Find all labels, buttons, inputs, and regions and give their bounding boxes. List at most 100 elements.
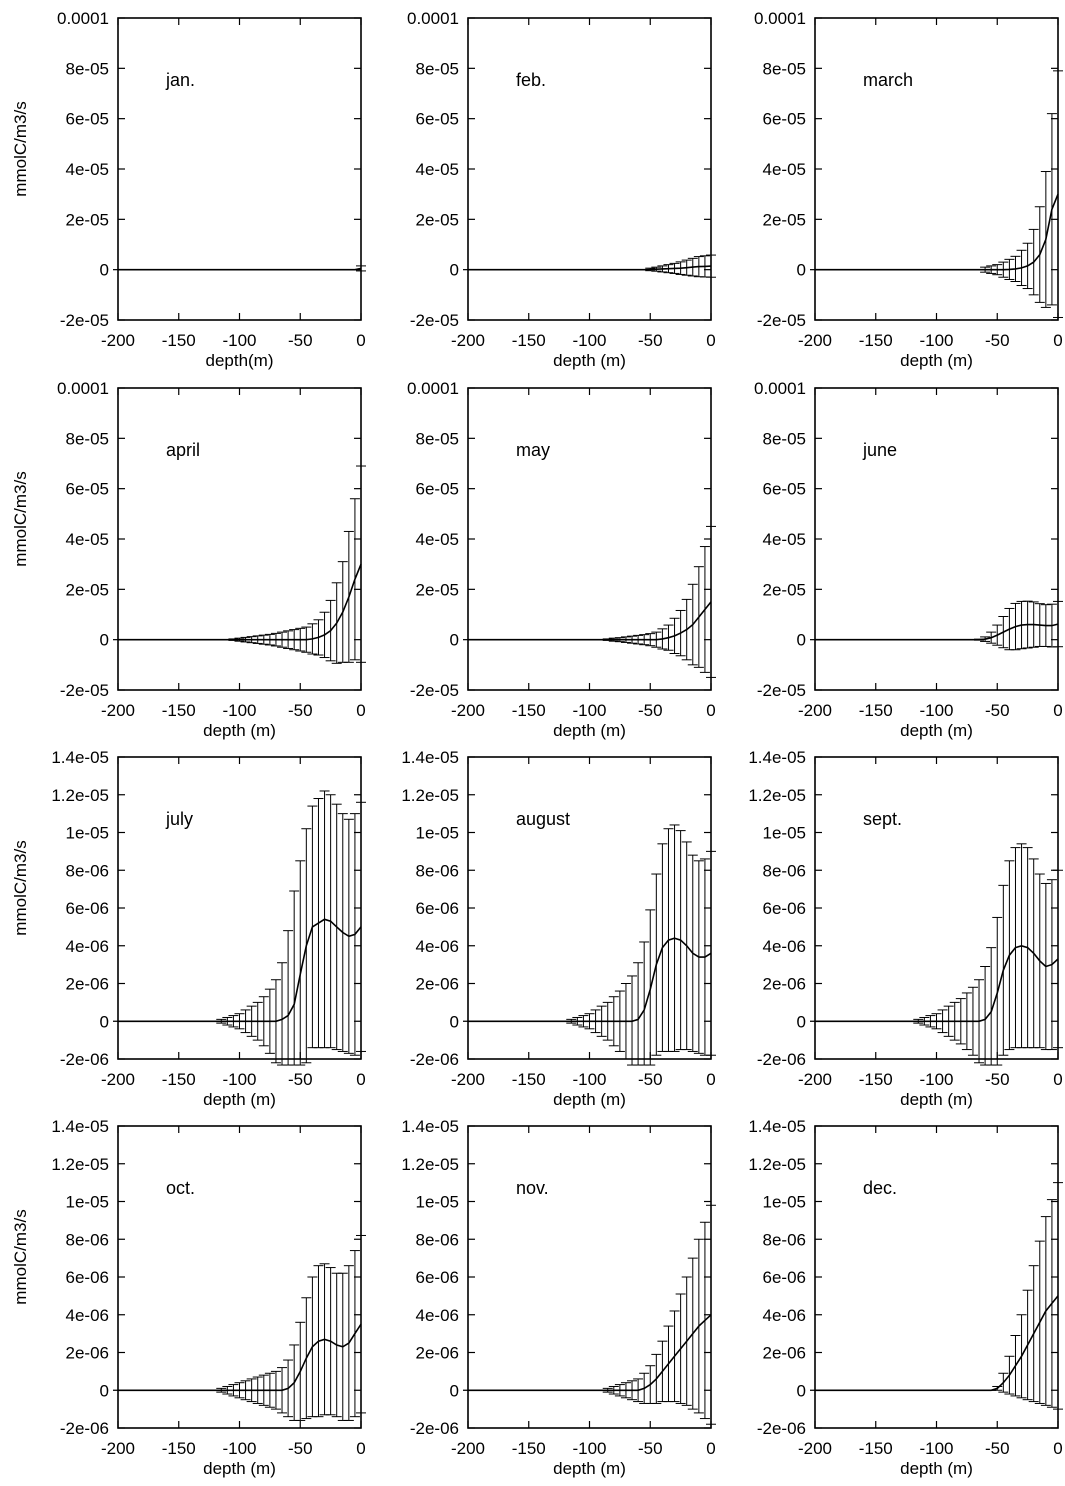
x-tick-label: -150 (512, 1439, 546, 1458)
x-tick-label: -50 (985, 1439, 1010, 1458)
y-tick-label: 8e-06 (763, 1230, 806, 1249)
y-tick-label: 2e-06 (763, 975, 806, 994)
y-tick-label: 6e-05 (416, 480, 459, 499)
series-line (468, 265, 712, 271)
x-tick-label: -50 (638, 331, 663, 350)
x-tick-label: -150 (162, 331, 196, 350)
y-tick-label: 6e-06 (763, 899, 806, 918)
x-tick-label: 0 (706, 331, 715, 350)
x-tick-label: -100 (222, 701, 256, 720)
y-tick-label: 1.4e-05 (748, 1117, 806, 1136)
y-tick-label: -2e-05 (757, 311, 806, 330)
x-axis-title: depth (m) (553, 351, 626, 370)
y-tick-label: 8e-06 (416, 1230, 459, 1249)
y-tick-label: 0 (100, 631, 109, 650)
y-tick-label: 0.0001 (57, 9, 109, 28)
y-tick-label: 1.2e-05 (51, 1155, 109, 1174)
y-tick-label: 0 (797, 631, 806, 650)
y-tick-label: 0 (797, 261, 806, 280)
series-line (118, 918, 362, 1023)
y-tick-label: 0 (797, 1381, 806, 1400)
y-tick-label: 1e-05 (763, 1193, 806, 1212)
y-tick-label: -2e-05 (757, 681, 806, 700)
y-tick-label: 1e-05 (416, 824, 459, 843)
x-tick-label: 0 (356, 331, 365, 350)
x-axis-title: depth (m) (900, 1090, 973, 1109)
y-tick-label: 2e-05 (66, 210, 109, 229)
y-tick-label: 0 (450, 631, 459, 650)
y-tick-label: -2e-05 (60, 681, 109, 700)
y-axis-title: mmolC/m3/s (11, 840, 30, 935)
x-tick-label: -200 (101, 331, 135, 350)
y-tick-label: 2e-05 (416, 210, 459, 229)
y-tick-label: 2e-05 (416, 580, 459, 599)
y-tick-label: 8e-06 (66, 861, 109, 880)
y-tick-label: 8e-05 (763, 59, 806, 78)
y-tick-label: 0 (450, 1381, 459, 1400)
y-tick-label: -2e-06 (410, 1419, 459, 1438)
x-tick-label: -150 (162, 1070, 196, 1089)
y-tick-label: 1.4e-05 (748, 748, 806, 767)
series-line (468, 937, 712, 1023)
series-line (815, 623, 1059, 641)
y-tick-label: 1e-05 (66, 824, 109, 843)
panel-label: feb. (516, 70, 546, 90)
x-tick-label: -100 (572, 1439, 606, 1458)
x-tick-label: -50 (288, 1070, 313, 1089)
y-tick-label: 2e-05 (763, 580, 806, 599)
x-tick-label: -100 (919, 331, 953, 350)
x-tick-label: -50 (638, 701, 663, 720)
x-tick-label: -100 (222, 1070, 256, 1089)
x-tick-label: -50 (288, 1439, 313, 1458)
y-tick-label: 8e-06 (66, 1230, 109, 1249)
y-tick-label: 1e-05 (416, 1193, 459, 1212)
y-tick-label: 1.4e-05 (51, 1117, 109, 1136)
y-tick-label: 1.2e-05 (748, 1155, 806, 1174)
x-tick-label: -50 (985, 331, 1010, 350)
y-tick-label: 0 (450, 1012, 459, 1031)
panel-label: july (165, 809, 193, 829)
x-tick-label: -150 (162, 701, 196, 720)
x-axis-title: depth (m) (203, 1459, 276, 1478)
x-tick-label: -150 (859, 701, 893, 720)
y-tick-label: 1.4e-05 (401, 748, 459, 767)
y-tick-label: 2e-05 (763, 210, 806, 229)
y-tick-label: 1e-05 (66, 1193, 109, 1212)
x-tick-label: -200 (798, 1439, 832, 1458)
y-tick-label: 4e-06 (416, 937, 459, 956)
x-tick-label: -100 (919, 701, 953, 720)
y-tick-label: 4e-06 (66, 937, 109, 956)
y-tick-label: 2e-06 (66, 975, 109, 994)
y-tick-label: 2e-06 (66, 1344, 109, 1363)
y-tick-label: 6e-05 (416, 110, 459, 129)
panel-label: june (862, 440, 897, 460)
x-tick-label: -100 (572, 1070, 606, 1089)
y-tick-label: 4e-06 (416, 1306, 459, 1325)
panel-label: august (516, 809, 570, 829)
y-tick-label: 8e-05 (763, 429, 806, 448)
y-tick-label: 6e-05 (66, 110, 109, 129)
y-tick-label: 4e-06 (763, 937, 806, 956)
y-tick-label: 0 (100, 1381, 109, 1400)
y-tick-label: 1.4e-05 (51, 748, 109, 767)
x-tick-label: -150 (512, 331, 546, 350)
y-tick-label: 8e-05 (66, 429, 109, 448)
y-tick-label: 0.0001 (407, 379, 459, 398)
y-tick-label: 0.0001 (754, 379, 806, 398)
x-tick-label: -200 (101, 701, 135, 720)
y-tick-label: 0 (450, 261, 459, 280)
y-tick-label: 6e-05 (763, 110, 806, 129)
y-axis-title: mmolC/m3/s (11, 1209, 30, 1304)
y-tick-label: 1.4e-05 (401, 1117, 459, 1136)
panel-label: dec. (863, 1178, 897, 1198)
y-tick-label: 6e-05 (763, 480, 806, 499)
series-line (118, 267, 362, 271)
y-tick-label: 4e-05 (763, 530, 806, 549)
x-axis-title: depth (m) (553, 1459, 626, 1478)
y-tick-label: -2e-05 (60, 311, 109, 330)
x-tick-label: 0 (706, 701, 715, 720)
panel-label: march (863, 70, 913, 90)
y-tick-label: -2e-06 (60, 1419, 109, 1438)
y-tick-label: 4e-06 (66, 1306, 109, 1325)
x-tick-label: 0 (1053, 331, 1062, 350)
